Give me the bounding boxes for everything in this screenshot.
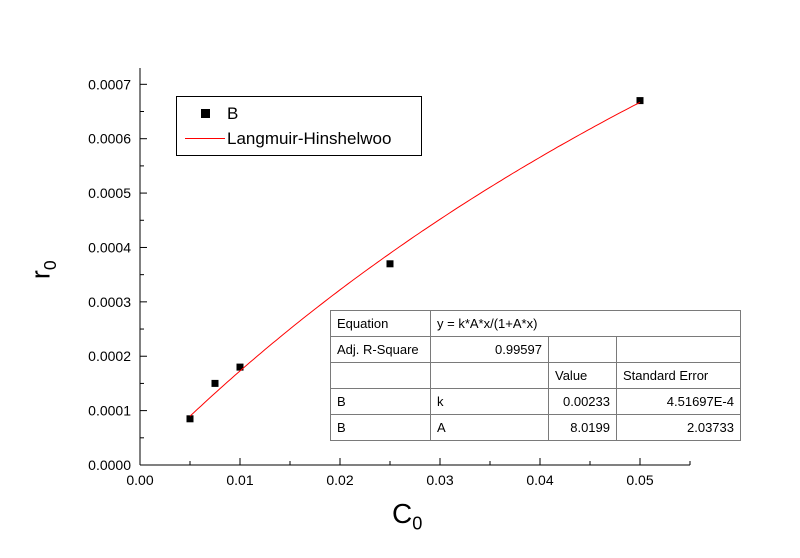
table-cell: 0.99597 [430, 336, 549, 363]
legend-entry: Langmuir-Hinshelwoo [183, 126, 415, 151]
table-cell: 0.00233 [548, 388, 617, 415]
y-tick-label: 0.0001 [88, 403, 131, 419]
table-cell: A [430, 414, 549, 441]
fit-line [189, 101, 641, 417]
legend-label: Langmuir-Hinshelwoo [227, 128, 392, 148]
table-row: Value Standard Error [330, 362, 741, 389]
table-cell: y = k*A*x/(1+A*x) [430, 310, 741, 337]
line-marker-icon [183, 138, 227, 139]
table-row: Equation y = k*A*x/(1+A*x) [330, 310, 741, 337]
table-row: B k 0.00233 4.51697E-4 [330, 388, 741, 415]
x-tick-label: 0.03 [426, 472, 453, 488]
x-tick-label: 0.00 [126, 472, 153, 488]
table-cell: Equation [330, 310, 431, 337]
x-axis-label: C0 [392, 498, 423, 534]
table-cell [548, 336, 617, 363]
y-tick-label: 0.0002 [88, 348, 131, 364]
y-tick-label: 0.0006 [88, 131, 131, 147]
table-row: Adj. R-Square 0.99597 [330, 336, 741, 363]
table-cell [430, 362, 549, 389]
table-cell: B [330, 388, 431, 415]
legend-label: B [227, 103, 239, 123]
table-cell: 8.0199 [548, 414, 617, 441]
table-cell: 4.51697E-4 [616, 388, 741, 415]
table-cell: Standard Error [616, 362, 741, 389]
table-cell: Value [548, 362, 617, 389]
table-cell [616, 336, 741, 363]
data-point [386, 260, 394, 268]
data-point [186, 415, 194, 423]
x-tick-label: 0.04 [526, 472, 553, 488]
y-tick-label: 0.0004 [88, 239, 131, 255]
y-tick-label: 0.0007 [88, 76, 131, 92]
x-tick-label: 0.05 [626, 472, 653, 488]
data-point [236, 363, 244, 371]
data-point [636, 97, 644, 105]
y-tick-label: 0.0003 [88, 294, 131, 310]
stats-table: Equation y = k*A*x/(1+A*x) Adj. R-Square… [330, 310, 741, 441]
y-tick-label: 0.0005 [88, 185, 131, 201]
x-tick-label: 0.02 [326, 472, 353, 488]
legend: B Langmuir-Hinshelwoo [176, 96, 422, 156]
square-marker-icon [183, 109, 227, 118]
y-axis-label: r0 [25, 260, 61, 280]
table-cell [330, 362, 431, 389]
data-point [211, 379, 219, 387]
table-cell: Adj. R-Square [330, 336, 431, 363]
y-tick-label: 0.0000 [88, 457, 131, 473]
legend-entry: B [183, 101, 415, 126]
x-tick-label: 0.01 [226, 472, 253, 488]
table-cell: B [330, 414, 431, 441]
table-cell: 2.03733 [616, 414, 741, 441]
table-cell: k [430, 388, 549, 415]
table-row: B A 8.0199 2.03733 [330, 414, 741, 441]
